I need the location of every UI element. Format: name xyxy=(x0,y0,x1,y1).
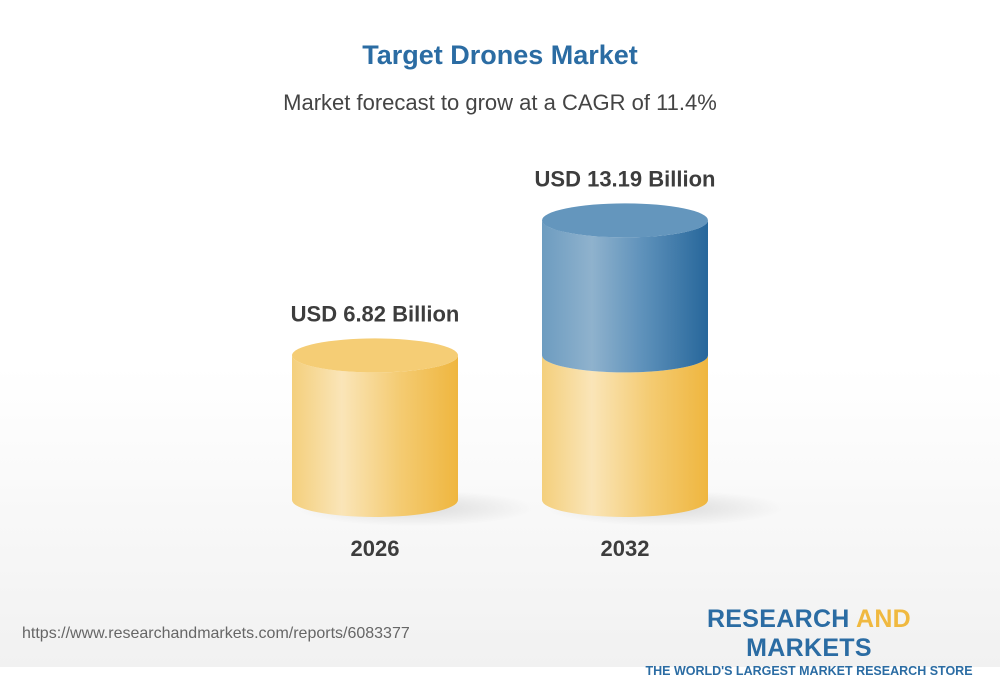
data-label-2026: USD 6.82 Billion xyxy=(291,301,460,326)
bar-2026 xyxy=(292,355,458,517)
bar-2032-growth xyxy=(542,220,708,373)
bar-2032-base xyxy=(542,355,708,517)
x-tick-label-2032: 2032 xyxy=(601,536,650,561)
x-tick-label-2026: 2026 xyxy=(351,536,400,561)
chart-title: Target Drones Market xyxy=(362,40,638,70)
chart-subtitle: Market forecast to grow at a CAGR of 11.… xyxy=(283,90,717,115)
source-url[interactable]: https://www.researchandmarkets.com/repor… xyxy=(22,625,410,642)
bar-2026-top xyxy=(292,338,458,373)
data-label-2032: USD 13.19 Billion xyxy=(535,166,716,191)
bar-2032-growth-top xyxy=(542,203,708,238)
research-and-markets-logo: RESEARCH AND MARKETS THE WORLD'S LARGEST… xyxy=(645,605,973,678)
